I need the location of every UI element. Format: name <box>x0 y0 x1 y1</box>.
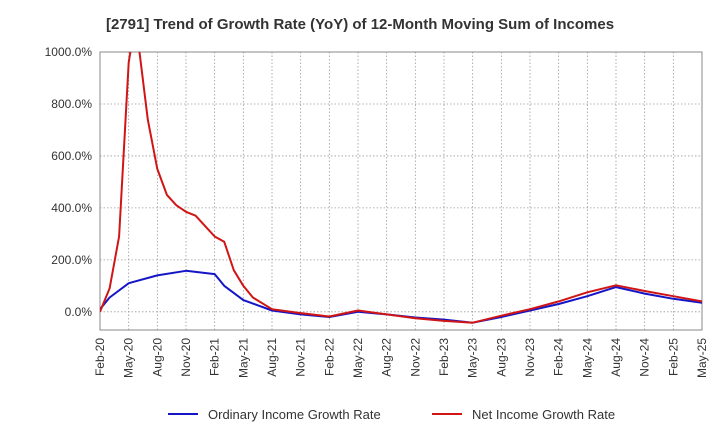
x-tick-label: Feb-21 <box>208 338 222 376</box>
chart-title: [2791] Trend of Growth Rate (YoY) of 12-… <box>105 16 615 33</box>
y-tick-label: 0.0% <box>65 305 93 319</box>
x-tick-label: May-23 <box>466 338 480 378</box>
y-tick-label: 400.0% <box>51 201 92 215</box>
x-tick-label: Aug-22 <box>380 338 394 377</box>
series-line <box>100 52 702 324</box>
y-tick-label: 600.0% <box>51 149 92 163</box>
series-lines <box>100 52 702 324</box>
x-tick-label: Feb-22 <box>322 338 336 376</box>
x-tick-label: Feb-24 <box>552 338 566 376</box>
x-tick-label: Aug-20 <box>150 338 164 377</box>
x-tick-label: Nov-21 <box>294 338 308 377</box>
x-tick-label: Feb-20 <box>93 338 107 376</box>
plot-frame <box>99 51 703 331</box>
grid <box>99 51 703 330</box>
legend: Ordinary Income Growth Rate Net Income Gr… <box>168 407 615 422</box>
x-tick-label: Nov-22 <box>408 338 422 377</box>
x-tick-label: May-25 <box>695 338 709 378</box>
x-tick-label: Aug-21 <box>265 338 279 377</box>
x-tick-label: Feb-25 <box>666 338 680 376</box>
x-tick-label: Feb-23 <box>437 338 451 376</box>
x-tick-label: Aug-23 <box>494 338 508 377</box>
legend-label: Ordinary Income Growth Rate <box>208 407 381 422</box>
x-tick-label: May-20 <box>122 338 136 378</box>
y-tick-label: 200.0% <box>51 253 92 267</box>
y-tick-label: 800.0% <box>51 97 92 111</box>
x-tick-label: May-22 <box>351 338 365 378</box>
axes: 0.0% 200.0% 400.0% 600.0% 800.0% 1000.0% Feb-2… <box>45 45 709 378</box>
x-tick-label: Nov-20 <box>179 338 193 377</box>
x-tick-label: May-24 <box>580 338 594 378</box>
y-tick-label: 1000.0% <box>45 45 93 59</box>
x-tick-label: Nov-23 <box>523 338 537 377</box>
x-tick-label: Aug-24 <box>609 338 623 377</box>
legend-label: Net Income Growth Rate <box>472 407 615 422</box>
x-tick-label: May-21 <box>236 338 250 378</box>
series-line <box>100 269 702 324</box>
x-tick-label: Nov-24 <box>638 338 652 377</box>
